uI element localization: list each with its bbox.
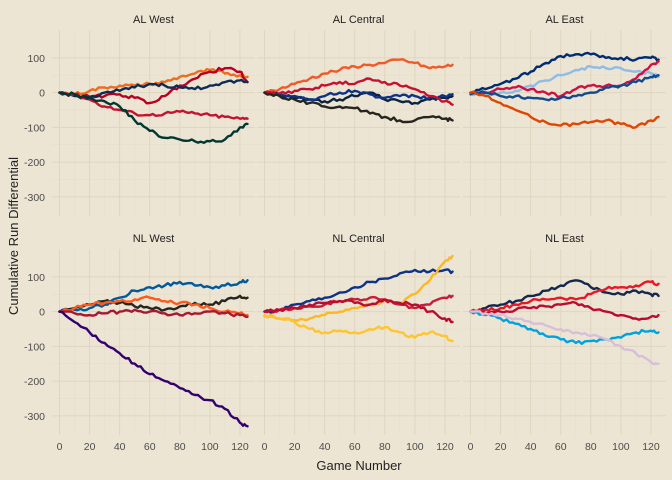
panel-al-central: AL Central xyxy=(257,14,460,216)
series-line xyxy=(263,254,454,322)
panel-title: NL East xyxy=(545,233,584,245)
y-tick-label: 100 xyxy=(27,53,45,65)
series-line xyxy=(58,91,249,144)
panel-nl-west: NL West -300 -200 -100 0 100 0 20 40 60 80 100 120 xyxy=(24,233,255,453)
y-tick-label: -100 xyxy=(24,122,45,134)
y-tick-label: -300 xyxy=(24,411,45,423)
series-line xyxy=(469,90,660,129)
series-line xyxy=(263,58,454,95)
x-tick-label: 20 xyxy=(84,441,96,453)
series-line xyxy=(469,300,660,321)
panel-title: AL East xyxy=(545,14,583,26)
series-line xyxy=(469,60,660,99)
panels-group: AL West -300 -200 -100 0 100 AL Central AL East… xyxy=(24,14,666,453)
series-line xyxy=(263,77,454,106)
y-tick-label: 100 xyxy=(27,272,45,284)
series-line xyxy=(263,88,454,102)
panel-title: NL West xyxy=(133,233,175,245)
series-line xyxy=(58,279,249,313)
panel-al-west: AL West -300 -200 -100 0 100 xyxy=(24,14,255,216)
series-line xyxy=(58,67,249,96)
x-tick-label: 60 xyxy=(144,441,156,453)
series-line xyxy=(469,280,660,314)
series-line xyxy=(58,308,249,319)
series-line xyxy=(469,65,660,97)
y-axis-title: Cumulative Run Differential xyxy=(6,157,21,315)
series-line xyxy=(58,310,249,428)
panel-title: AL Central xyxy=(333,14,385,26)
panel-nl-central: NL Central 0 20 40 60 80 100 120 xyxy=(257,233,460,453)
series-line xyxy=(469,74,660,102)
x-tick-label: 120 xyxy=(642,441,660,453)
y-tick-label: -100 xyxy=(24,341,45,353)
series-line xyxy=(469,310,660,366)
series-line xyxy=(469,279,660,313)
x-tick-label: 40 xyxy=(525,441,537,453)
x-tick-label: 120 xyxy=(436,441,454,453)
x-tick-label: 100 xyxy=(406,441,424,453)
y-tick-label: 0 xyxy=(39,88,45,100)
x-tick-label: 80 xyxy=(379,441,391,453)
series-line xyxy=(263,315,454,343)
panel-title: AL West xyxy=(133,14,174,26)
x-tick-label: 100 xyxy=(201,441,219,453)
x-axis-title: Game Number xyxy=(316,458,402,473)
series-line xyxy=(469,310,660,345)
series-line xyxy=(263,91,454,124)
x-tick-label: 40 xyxy=(114,441,126,453)
x-tick-label: 20 xyxy=(495,441,507,453)
series-line xyxy=(58,91,249,121)
panel-title: NL Central xyxy=(332,233,384,245)
series-line xyxy=(263,298,454,324)
x-tick-label: 80 xyxy=(174,441,186,453)
x-tick-label: 60 xyxy=(349,441,361,453)
x-tick-label: 120 xyxy=(231,441,249,453)
x-tick-label: 20 xyxy=(289,441,301,453)
panel-al-east: AL East xyxy=(463,14,666,216)
y-tick-label: -300 xyxy=(24,192,45,204)
series-line xyxy=(263,268,454,314)
y-tick-label: -200 xyxy=(24,376,45,388)
x-tick-label: 0 xyxy=(262,441,268,453)
y-tick-label: -200 xyxy=(24,157,45,169)
series-line xyxy=(469,51,660,95)
x-tick-label: 100 xyxy=(612,441,630,453)
x-tick-label: 60 xyxy=(555,441,567,453)
y-tick-label: 0 xyxy=(39,307,45,319)
x-tick-label: 0 xyxy=(468,441,474,453)
x-tick-label: 0 xyxy=(57,441,63,453)
x-tick-label: 40 xyxy=(319,441,331,453)
series-line xyxy=(58,295,249,317)
series-line xyxy=(58,78,249,100)
x-tick-label: 80 xyxy=(585,441,597,453)
panel-nl-east: NL East 0 20 40 60 80 100 120 xyxy=(463,233,666,453)
